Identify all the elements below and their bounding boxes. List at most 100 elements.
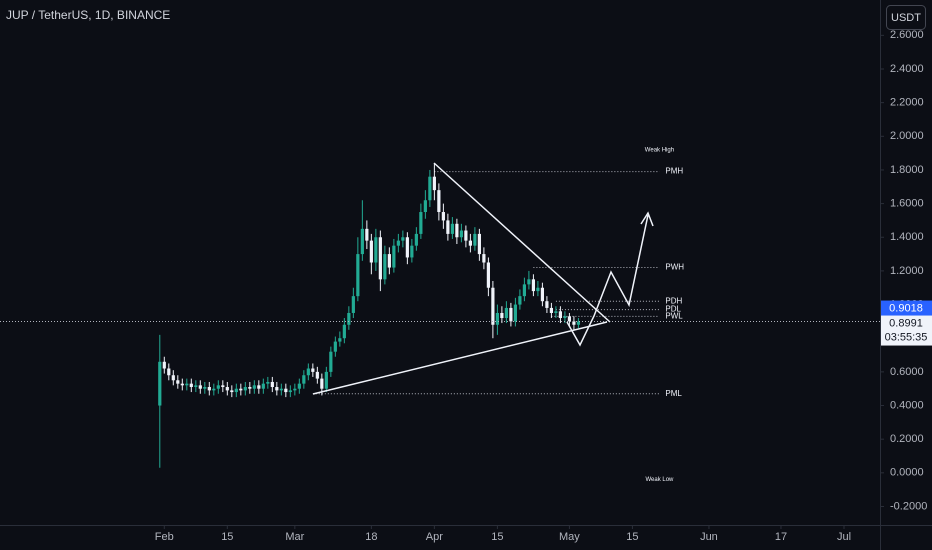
candle-body [518,296,522,305]
note-label: Weak Low [645,477,674,483]
candle-body [576,321,581,325]
x-tick-label: Jun [700,531,718,543]
candle-body [554,311,558,313]
candle-body [500,312,504,319]
level-label: PDH [665,296,682,305]
candle-body [468,240,472,246]
candle-body [216,385,220,389]
candle-body [275,387,279,391]
candle-body [171,375,175,381]
candle-body [203,387,207,389]
candle-body [491,287,495,325]
candle-body [270,381,274,388]
note-label: Weak High [645,147,674,153]
candle-body [396,240,400,246]
candle-body [369,240,373,263]
marker-price-box [881,300,932,317]
candle-body [509,307,513,322]
y-tick-label: 1.2000 [890,265,924,277]
candle-body [248,387,252,389]
candle-body [549,307,554,313]
candle-body [401,237,405,241]
candle-body [288,390,292,393]
x-tick-label: 18 [365,531,377,543]
x-tick-label: 15 [491,531,503,543]
x-tick-label: May [559,531,580,543]
candle-body [225,387,229,391]
level-label: PWH [665,263,684,272]
candle-body [189,383,193,388]
candle-body [410,245,414,258]
candle-body [464,230,468,241]
candle-body [558,311,563,319]
candle-body [266,381,270,384]
x-tick-label: Apr [426,531,443,543]
candle-body [221,385,225,388]
candle-body [230,390,234,393]
candle-body [194,385,198,388]
level-label: PML [665,389,682,398]
candle-body [234,388,238,393]
candle-body [540,287,545,302]
candle-body [329,351,333,372]
x-tick-label: 15 [221,531,233,543]
candle-body [167,368,171,376]
candle-body [338,338,342,342]
currency-button[interactable] [886,5,926,30]
candle-body [419,212,423,234]
candle-body [473,233,477,246]
candle-body [432,176,436,191]
candle-body [423,200,427,213]
x-tick-label: Mar [285,531,304,543]
y-tick-label: -0.2000 [890,500,927,512]
candle-body [351,296,355,313]
x-tick-label: 15 [626,531,638,543]
candle-body [239,388,243,391]
candle-body [212,388,216,391]
candle-body [513,304,517,322]
candle-body [252,385,256,389]
candle-body [387,254,391,268]
y-tick-label: 2.4000 [890,63,924,75]
x-tick-label: Jul [837,531,851,543]
symbol-title: JUP / TetherUS, 1D, BINANCE [6,8,170,22]
candle-body [477,233,481,255]
candle-body [261,383,265,389]
countdown-label: 03:55:35 [885,331,928,343]
currency-label[interactable]: USDT [891,12,921,24]
candle-body [365,228,369,241]
level-label: PWL [665,311,683,320]
y-tick-label: 0.0000 [890,467,924,479]
candle-body [392,245,396,268]
last-price-label: 0.8991 [889,317,923,329]
candle-body [563,316,567,319]
level-label: PMH [665,167,683,176]
candle-body [320,378,324,389]
candle-body [207,387,211,391]
candle-body [446,220,450,234]
candle-body [414,233,418,246]
candle-body [333,341,337,352]
candle-body [185,383,189,386]
candle-body [311,368,315,372]
y-tick-label: 1.6000 [890,198,924,210]
candle-body [545,301,549,308]
y-tick-label: 2.2000 [890,97,924,109]
candle-body [428,176,432,201]
projection-path [566,214,649,347]
y-tick-label: 1.8000 [890,164,924,176]
candle-body [198,385,202,389]
candle-body [356,254,360,297]
projection-arrowhead [640,211,654,227]
y-tick-label: 0.2000 [890,433,924,445]
candle-body [441,212,445,221]
last-price-box [881,315,932,346]
candle-body [522,284,526,297]
candle-body [504,307,508,319]
candle-body [306,368,310,376]
y-tick-label: 2.0000 [890,130,924,142]
candle-body [455,223,459,238]
x-tick-label: 17 [775,531,787,543]
